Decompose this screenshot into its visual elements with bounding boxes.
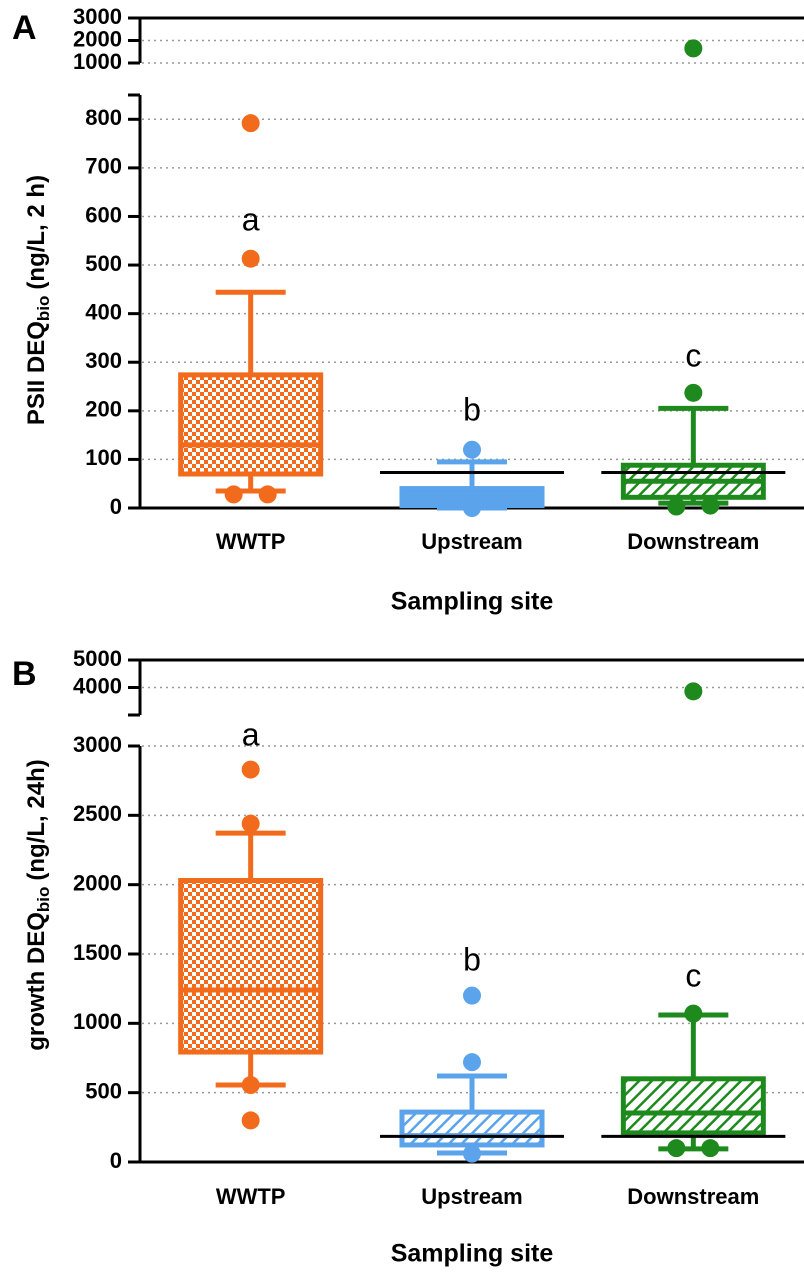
significance-letter: a — [242, 716, 260, 752]
outlier — [258, 485, 277, 504]
y-tick-label: 1000 — [73, 49, 122, 74]
y-tick-label: 2500 — [73, 801, 122, 826]
significance-letter: b — [463, 941, 481, 977]
panel-label: B — [12, 655, 37, 693]
significance-letter: a — [242, 201, 260, 237]
outlier — [224, 485, 243, 504]
y-axis-label-main: PSII DEQ — [23, 321, 50, 425]
outlier — [241, 1111, 260, 1130]
x-tick-label: Upstream — [421, 1184, 522, 1209]
box — [620, 1076, 766, 1136]
outlier — [684, 39, 703, 58]
box — [178, 372, 324, 477]
y-axis-label-main: growth DEQ — [23, 912, 50, 1051]
y-tick-label: 500 — [85, 251, 122, 276]
outlier — [667, 497, 686, 516]
outlier — [684, 682, 703, 701]
outlier — [241, 814, 260, 833]
outlier — [241, 114, 260, 133]
outlier — [463, 1053, 481, 1072]
y-axis-label: PSII DEQbio (ng/L, 2 h) — [23, 175, 53, 425]
outlier — [241, 249, 260, 268]
y-tick-label: 2000 — [73, 26, 122, 51]
x-tick-label: WWTP — [216, 529, 286, 554]
x-tick-label: Downstream — [627, 529, 759, 554]
y-tick-label: 2000 — [73, 870, 122, 895]
y-tick-label: 500 — [85, 1078, 122, 1103]
y-tick-label: 400 — [85, 299, 122, 324]
y-tick-label: 4000 — [73, 673, 122, 698]
outlier — [463, 1144, 481, 1163]
y-tick-label: 300 — [85, 348, 122, 373]
y-axis-label: growth DEQbio (ng/L, 24h) — [23, 759, 53, 1050]
outlier — [241, 760, 260, 779]
outlier — [684, 1004, 703, 1023]
y-tick-label: 1000 — [73, 1009, 122, 1034]
y-axis-label-sub: bio — [34, 296, 53, 322]
box — [178, 878, 324, 1055]
significance-letter: b — [463, 391, 481, 427]
panel-label: A — [12, 9, 37, 47]
outlier — [463, 499, 481, 517]
x-tick-label: Upstream — [421, 529, 522, 554]
y-tick-label: 5000 — [73, 646, 122, 671]
significance-letter: c — [685, 957, 701, 993]
outlier — [667, 1139, 686, 1158]
y-tick-label: 3000 — [73, 732, 122, 757]
outlier — [463, 440, 481, 459]
box — [399, 1109, 545, 1148]
y-tick-label: 200 — [85, 397, 122, 422]
outlier — [241, 1076, 260, 1095]
x-axis-label: Sampling site — [391, 1240, 554, 1268]
outlier — [701, 496, 720, 515]
x-axis-label: Sampling site — [391, 588, 554, 616]
y-tick-label: 100 — [85, 445, 122, 470]
y-axis-label-unit: (ng/L, 2 h) — [23, 175, 50, 290]
outlier — [463, 986, 481, 1005]
y-tick-label: 0 — [110, 1148, 122, 1173]
y-tick-label: 0 — [110, 494, 122, 519]
y-axis-label-unit: (ng/L, 24h) — [23, 759, 50, 880]
y-tick-label: 3000 — [73, 4, 122, 29]
x-tick-label: Downstream — [627, 1184, 759, 1209]
y-tick-label: 700 — [85, 154, 122, 179]
significance-letter: c — [685, 337, 701, 373]
outlier — [684, 383, 703, 402]
x-tick-label: WWTP — [216, 1184, 286, 1209]
y-tick-label: 800 — [85, 105, 122, 130]
y-tick-label: 1500 — [73, 940, 122, 965]
y-axis-label-sub: bio — [34, 887, 53, 913]
y-tick-label: 600 — [85, 202, 122, 227]
outlier — [701, 1139, 720, 1158]
